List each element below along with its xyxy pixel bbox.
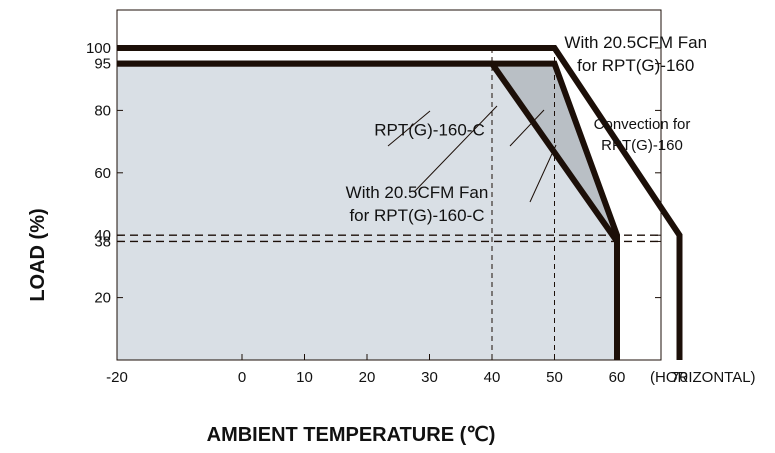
annotation-leader <box>387 110 431 147</box>
x-tick-label: 30 <box>421 369 438 386</box>
series-line <box>117 45 683 360</box>
x-tick-label: -20 <box>106 369 128 386</box>
annotation-text: RPT(G)-160 <box>601 137 683 154</box>
x-tick-label: 10 <box>296 369 313 386</box>
annotation-text: for RPT(G)-160-C <box>349 206 484 225</box>
x-tick-label: 70 <box>671 369 688 386</box>
y-tick-label: 95 <box>94 56 111 73</box>
x-tick-label: 60 <box>609 369 626 386</box>
annotation-leader <box>529 144 557 203</box>
y-tick-label: 40 <box>94 227 111 244</box>
y-tick-label: 38 <box>94 233 111 250</box>
derating-curves <box>117 45 683 360</box>
annotation-leader <box>413 105 498 193</box>
annotation-text: With 20.5CFM Fan <box>564 33 707 52</box>
x-axis-orientation-note: (HORIZONTAL) <box>650 369 756 386</box>
y-axis-title: LOAD (%) <box>27 208 49 301</box>
annotation-text: for RPT(G)-160 <box>577 56 694 75</box>
annotation-leader <box>509 109 545 147</box>
y-tick-label: 80 <box>94 102 111 119</box>
series-line <box>117 60 620 360</box>
y-tick-label: 100 <box>86 40 111 57</box>
x-tick-label: 50 <box>546 369 563 386</box>
annotations: With 20.5CFM Fan for RPT(G)-160 Convection… <box>346 33 707 225</box>
annotation-text: Convection for <box>594 116 691 133</box>
x-tick-label: 40 <box>484 369 501 386</box>
y-tick-label: 60 <box>94 165 111 182</box>
y-tick-label: 20 <box>94 290 111 307</box>
x-tick-label: 20 <box>359 369 376 386</box>
x-axis-title: AMBIENT TEMPERATURE (℃) <box>207 424 496 446</box>
plot-frame <box>116 9 662 361</box>
x-tick-label: 0 <box>238 369 246 386</box>
reference-lines <box>117 48 661 360</box>
annotation-text: With 20.5CFM Fan <box>346 183 489 202</box>
